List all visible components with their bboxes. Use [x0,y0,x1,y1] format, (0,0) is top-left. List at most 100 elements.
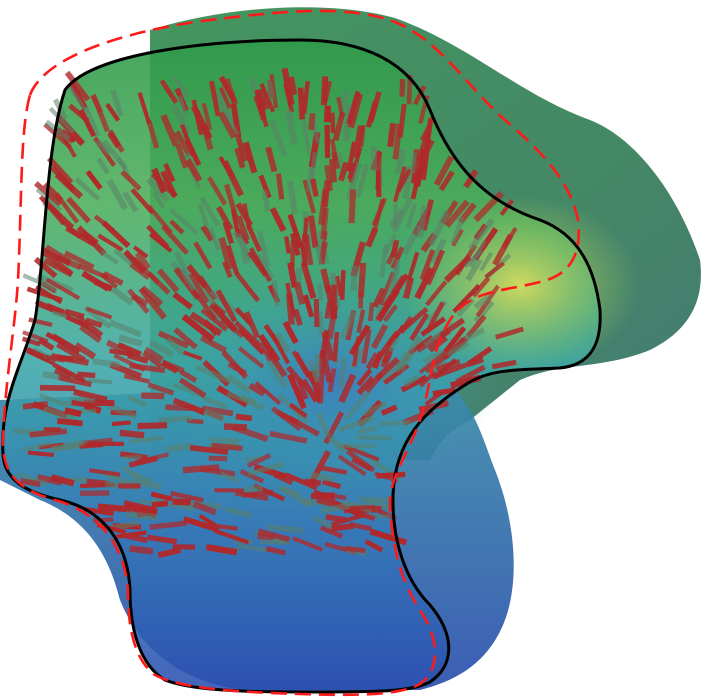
fiber-glyph [163,162,176,183]
fiber-glyph [338,357,347,389]
fiber-glyph [207,176,228,206]
fiber-glyph [82,105,101,138]
fiber-glyph [198,514,217,528]
fiber-glyph [21,336,41,347]
fiber-glyph [157,330,190,349]
fiber-glyph [57,374,93,388]
fiber-glyph [129,435,164,444]
fiber-glyph [323,411,345,445]
fiber-glyph [37,337,55,351]
fiber-glyph [495,326,524,340]
fiber-glyph [234,271,260,303]
fiber-glyph [269,120,288,157]
fiber-glyph [285,282,297,317]
fiber-glyph [151,167,167,194]
fiber-glyph [84,317,103,328]
fiber-field [13,67,524,559]
fiber-glyph [352,125,365,159]
fiber-glyph [259,82,276,113]
fiber-glyph [110,89,124,117]
fiber-glyph [199,196,221,228]
fiber-glyph [344,545,366,554]
fiber-glyph [205,543,238,556]
fiber-glyph [147,271,171,295]
fiber-glyph [402,277,415,300]
fiber-glyph [105,339,136,359]
fiber-glyph [356,434,392,441]
fiber-glyph [287,180,298,215]
fiber-glyph [151,500,169,508]
fiber-glyph [382,234,398,255]
fiber-glyph [347,162,358,181]
fiber-glyph [392,166,407,203]
fiber-glyph [223,113,240,137]
fiber-glyph [160,224,189,255]
fiber-glyph [73,342,97,360]
fiber-glyph [288,402,308,419]
fiber-glyph [137,422,168,430]
fiber-glyph [171,502,195,512]
fiber-glyph [308,112,316,131]
fiber-glyph [157,547,182,559]
fiber-glyph [285,365,306,388]
fiber-glyph [315,245,323,266]
fiber-glyph [218,156,234,177]
fiber-glyph [237,232,250,265]
fiber-glyph [239,469,265,484]
fiber-glyph [147,534,178,545]
fiber-glyph [95,138,112,156]
fiber-glyph [349,507,376,522]
fiber-glyph [42,405,78,424]
fiber-glyph [332,331,340,362]
fiber-glyph [43,122,72,150]
fiber-glyph [269,430,308,444]
fiber-glyph [364,539,384,553]
fiber-glyph [175,143,189,169]
fiber-glyph [231,424,269,442]
fiber-glyph [331,151,341,170]
fiber-glyph [97,233,124,252]
fiber-glyph [140,285,164,307]
fiber-glyph [170,491,204,503]
fiber-glyph [33,256,58,279]
fiber-glyph [363,400,388,417]
fiber-glyph [85,169,103,191]
fiber-glyph [143,346,164,363]
fiber-glyph [410,175,421,200]
fiber-glyph [270,406,302,432]
fiber-glyph [376,471,406,479]
fiber-glyph [321,331,335,361]
fiber-glyph [79,323,103,344]
fiber-glyph [244,311,260,339]
fiber-glyph [274,331,292,353]
fiber-glyph [246,453,272,468]
fiber-glyph [358,495,393,512]
fiber-glyph [479,251,494,272]
fiber-glyph [346,90,361,125]
fiber-glyph [339,90,350,110]
fiber-glyph [118,334,143,347]
fiber-glyph [342,444,380,462]
fiber-glyph [355,163,370,198]
fiber-glyph [149,520,187,530]
fiber-glyph [320,208,329,240]
fiber-glyph [339,310,357,340]
fiber-glyph [63,250,95,270]
fiber-glyph [432,387,456,397]
fiber-glyph [406,251,420,281]
fiber-glyph [209,302,238,333]
fiber-glyph [224,183,239,220]
fiber-glyph [74,177,101,202]
fiber-glyph [110,286,134,306]
fiber-glyph [64,407,82,418]
fiber-glyph [324,124,331,158]
fiber-glyph [43,258,73,278]
fiber-glyph [203,408,225,422]
fiber-glyph [66,196,91,224]
fiber-glyph [111,420,131,427]
fiber-glyph [320,502,350,514]
fiber-glyph [69,396,96,403]
fiber-glyph [130,293,149,307]
fiber-glyph [294,351,316,385]
fiber-glyph [300,262,317,299]
